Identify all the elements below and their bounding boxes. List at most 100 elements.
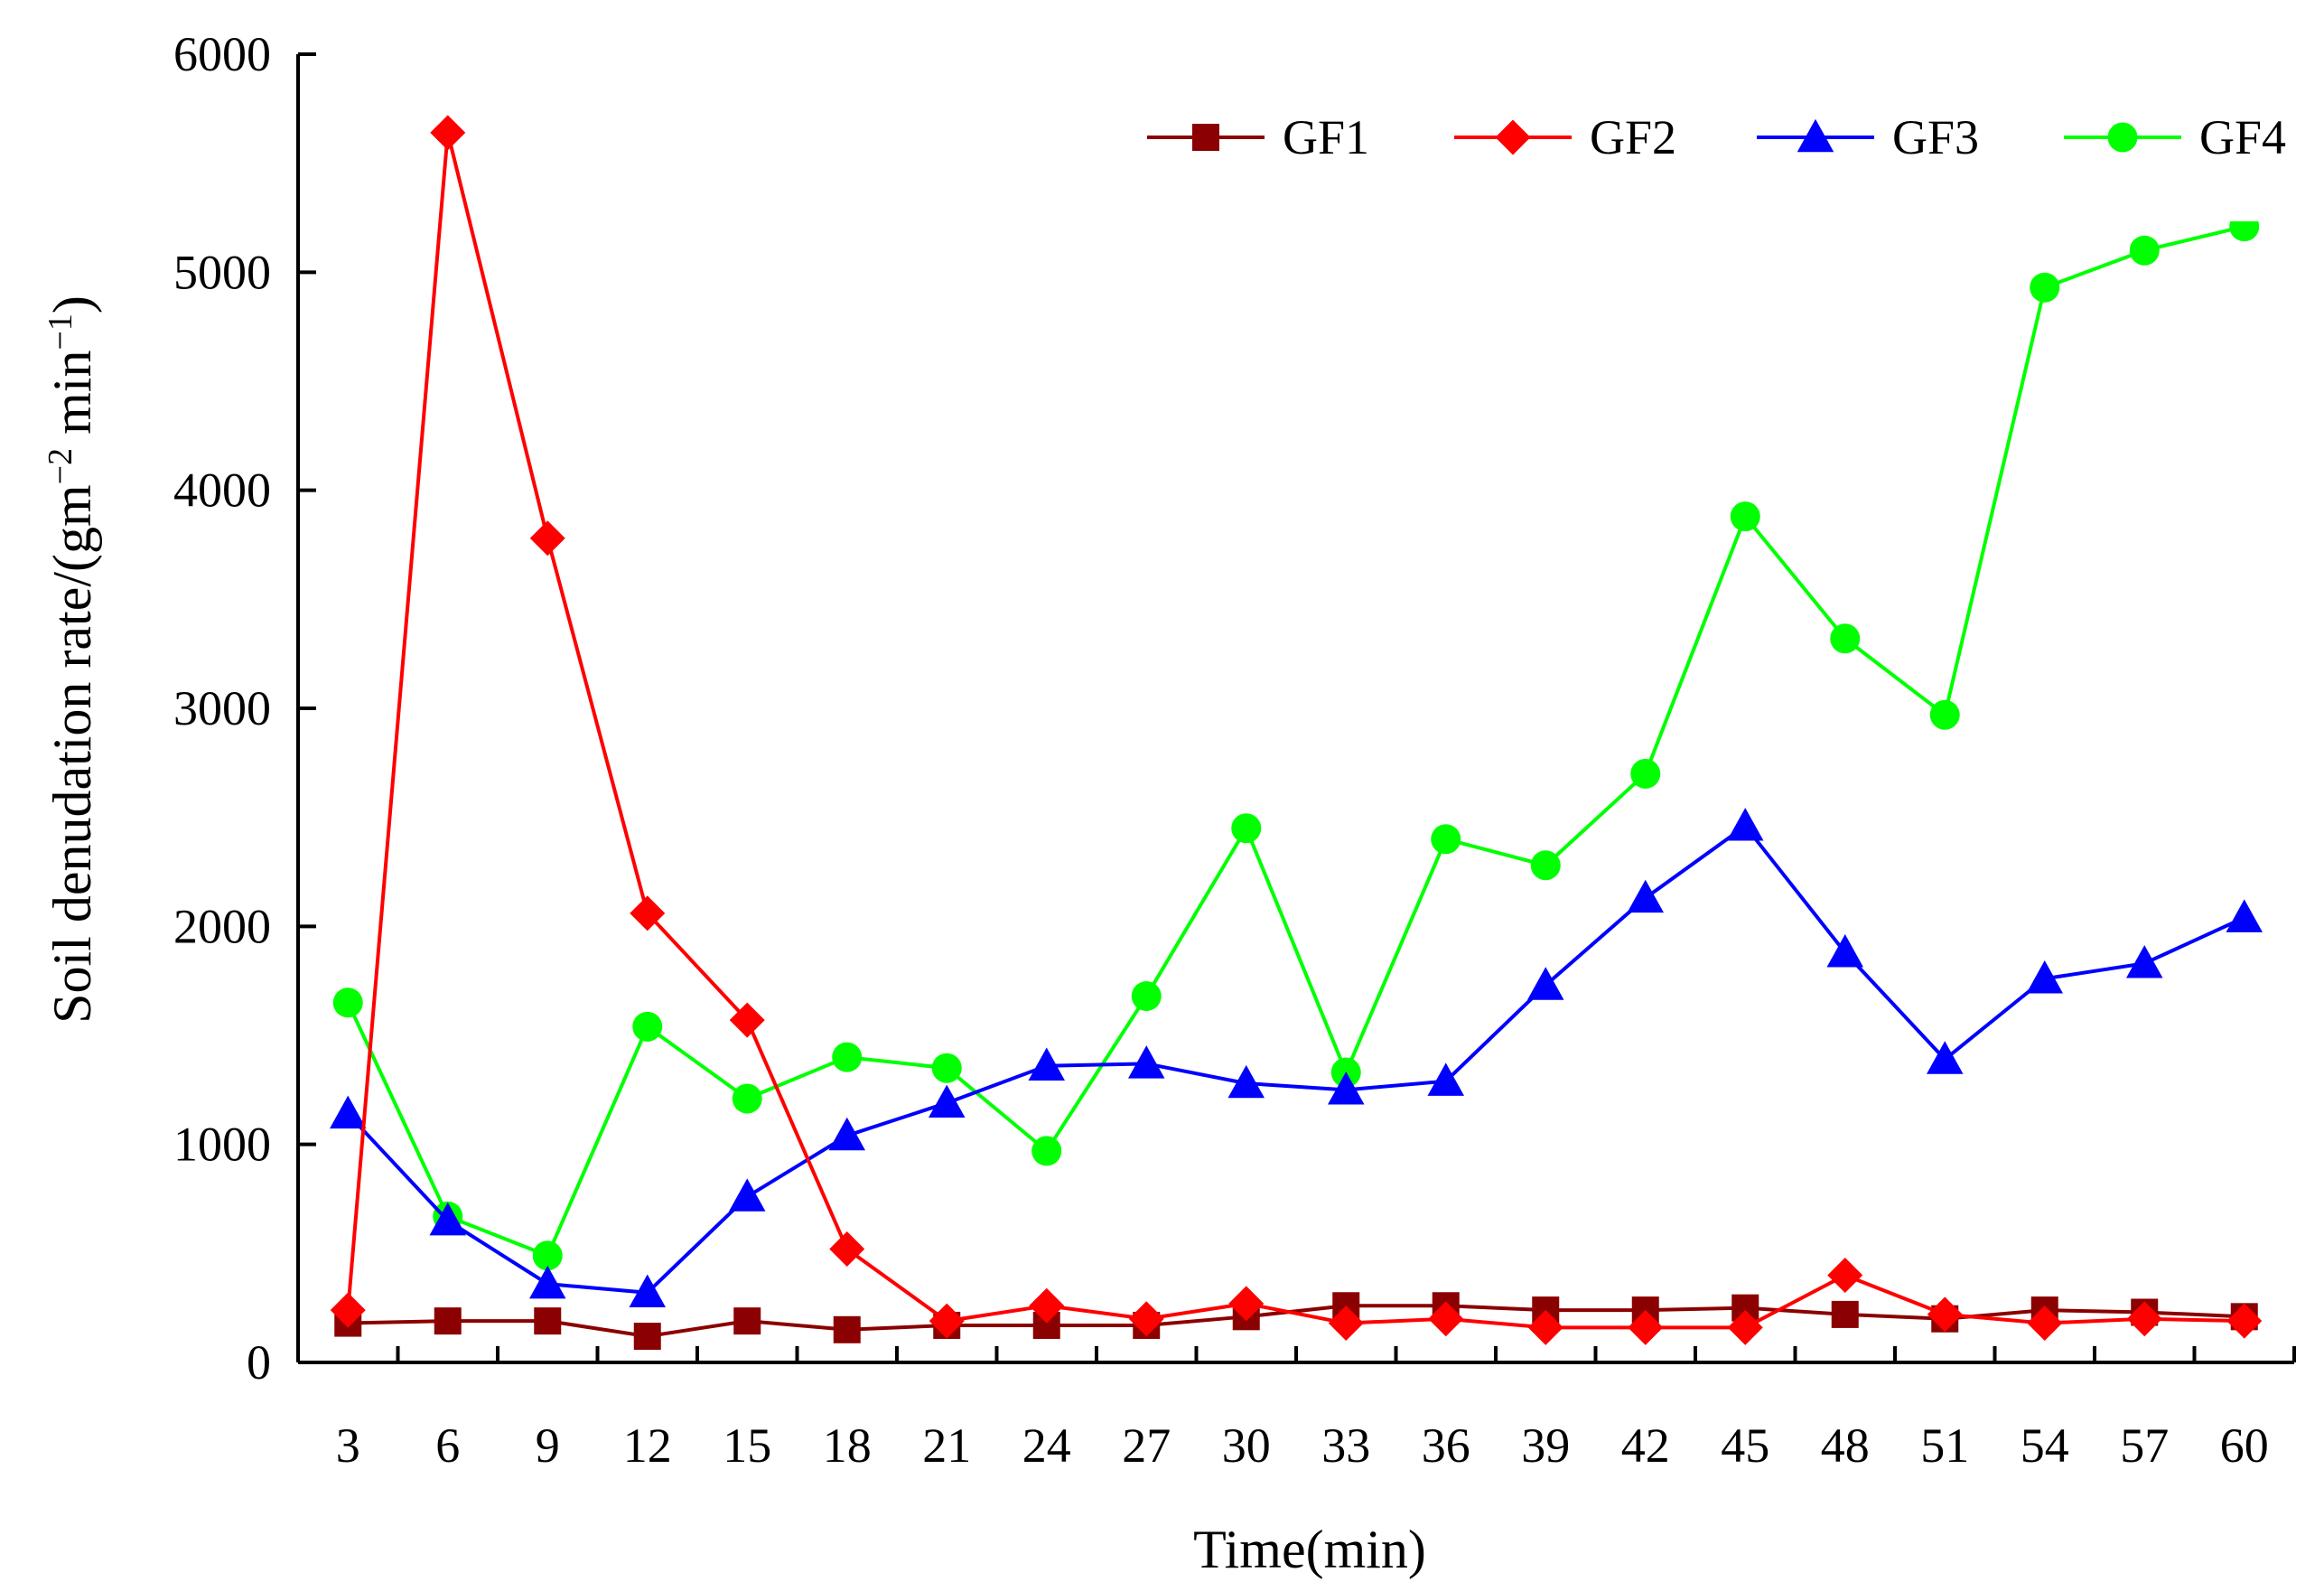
series-layer [330,115,2263,1351]
y-tick-label: 1000 [173,1118,271,1172]
data-point-gf2 [1029,1287,1065,1324]
legend-marker [1192,124,1219,151]
data-point-gf2 [529,520,565,557]
x-tick-label: 51 [1920,1418,1969,1473]
data-point-gf2 [2226,1303,2263,1339]
data-point-gf1 [633,1323,661,1351]
x-tick-label: 21 [922,1418,971,1473]
data-point-gf2 [2126,1301,2162,1337]
data-point-gf3 [429,1202,466,1236]
data-point-gf2 [1428,1301,1464,1337]
x-tick-label: 33 [1321,1418,1370,1473]
data-point-gf4 [2030,272,2060,303]
legend-label: GF3 [1892,110,1979,164]
x-tick-label: 57 [2120,1418,2169,1473]
y-tick-label: 0 [247,1335,271,1390]
data-point-gf1 [833,1315,861,1343]
legend-item-gf3: GF3 [1757,110,1979,164]
data-point-gf3 [1328,1072,1365,1105]
data-point-gf2 [929,1303,965,1339]
series-line-gf4 [346,224,2245,1259]
data-point-gf3 [2226,899,2263,932]
data-point-gf3 [330,1095,367,1129]
data-point-gf2 [1228,1286,1265,1322]
legend-marker [2107,122,2138,153]
data-point-gf3 [929,1084,966,1118]
data-point-gf3 [2026,960,2063,994]
series-line-gf3 [346,823,2245,1295]
data-point-gf4 [332,987,363,1018]
y-tick-label: 3000 [173,681,271,735]
legend-marker [1495,119,1531,155]
data-point-gf4 [1530,850,1561,881]
y-tick-label: 6000 [173,27,271,81]
data-point-gf3 [1927,1041,1964,1074]
data-point-gf3 [729,1178,766,1212]
data-point-gf2 [2027,1306,2063,1342]
data-point-gf2 [729,1002,765,1038]
x-axis-title: Time(min) [1193,1520,1426,1579]
y-tick-label: 5000 [173,245,271,299]
data-point-gf4 [1431,824,1461,855]
x-tick-label: 39 [1521,1418,1570,1473]
data-point-gf1 [534,1307,562,1335]
data-point-gf4 [1929,699,1960,730]
y-axis-title-end: ) [42,295,102,314]
x-tick-label: 24 [1022,1418,1071,1473]
data-point-gf4 [1630,758,1661,789]
y-axis-title-main: Soil denudation rate/(gm [42,484,102,1024]
x-tick-label: 12 [623,1418,672,1473]
x-tick-label: 36 [1422,1418,1470,1473]
data-point-gf2 [1628,1309,1664,1345]
data-point-gf3 [1227,1064,1265,1099]
data-point-gf3 [1427,1062,1464,1096]
data-point-gf4 [732,1083,762,1114]
y-axis-title-middle: min [42,351,102,448]
data-point-gf4 [2129,235,2160,266]
data-point-gf4 [931,1053,962,1083]
x-tick-label: 9 [536,1418,560,1473]
x-tick-label: 6 [435,1418,460,1473]
legend-marker [1797,118,1834,153]
series-gf1 [334,1292,2258,1351]
legend-label: GF2 [1590,110,1676,164]
data-point-gf3 [1128,1045,1165,1079]
data-point-gf3 [1627,879,1664,913]
x-tick-label: 27 [1122,1418,1171,1473]
x-tick-label: 42 [1621,1418,1670,1473]
data-point-gf4 [1231,813,1262,844]
data-point-gf3 [1727,808,1764,841]
legend: GF1 GF2 GF3 GF4 [1147,110,2286,164]
legend-item-gf1: GF1 [1147,110,1369,164]
legend-label: GF4 [2199,110,2286,164]
data-point-gf2 [330,1292,366,1328]
x-tick-label: 45 [1721,1418,1769,1473]
data-point-gf4 [1031,1136,1062,1166]
data-point-gf4 [1131,981,1162,1012]
legend-item-gf2: GF2 [1454,110,1676,164]
data-point-gf4 [632,1011,663,1042]
data-point-gf2 [630,895,666,931]
x-tick-label: 3 [336,1418,360,1473]
data-point-gf2 [1827,1257,1863,1293]
y-tick-label: 4000 [173,463,271,518]
data-point-gf4 [2229,221,2260,242]
data-point-gf3 [2126,945,2163,978]
x-tick-label: 48 [1821,1418,1870,1473]
data-point-gf3 [1527,967,1564,1000]
data-point-gf3 [1028,1047,1065,1081]
legend-item-gf4: GF4 [2064,110,2286,164]
data-point-gf2 [1128,1301,1164,1337]
series-line-gf1 [348,1304,2245,1339]
data-point-gf2 [1328,1306,1364,1342]
data-point-gf2 [829,1231,865,1268]
x-tick-label: 18 [823,1418,872,1473]
x-tick-label: 60 [2220,1418,2269,1473]
x-tick-label: 54 [2021,1418,2069,1473]
data-point-gf3 [1826,934,1863,968]
data-point-gf1 [434,1307,462,1335]
y-axis-title: Soil denudation rate/(gm−2 min−1) [42,295,102,1024]
